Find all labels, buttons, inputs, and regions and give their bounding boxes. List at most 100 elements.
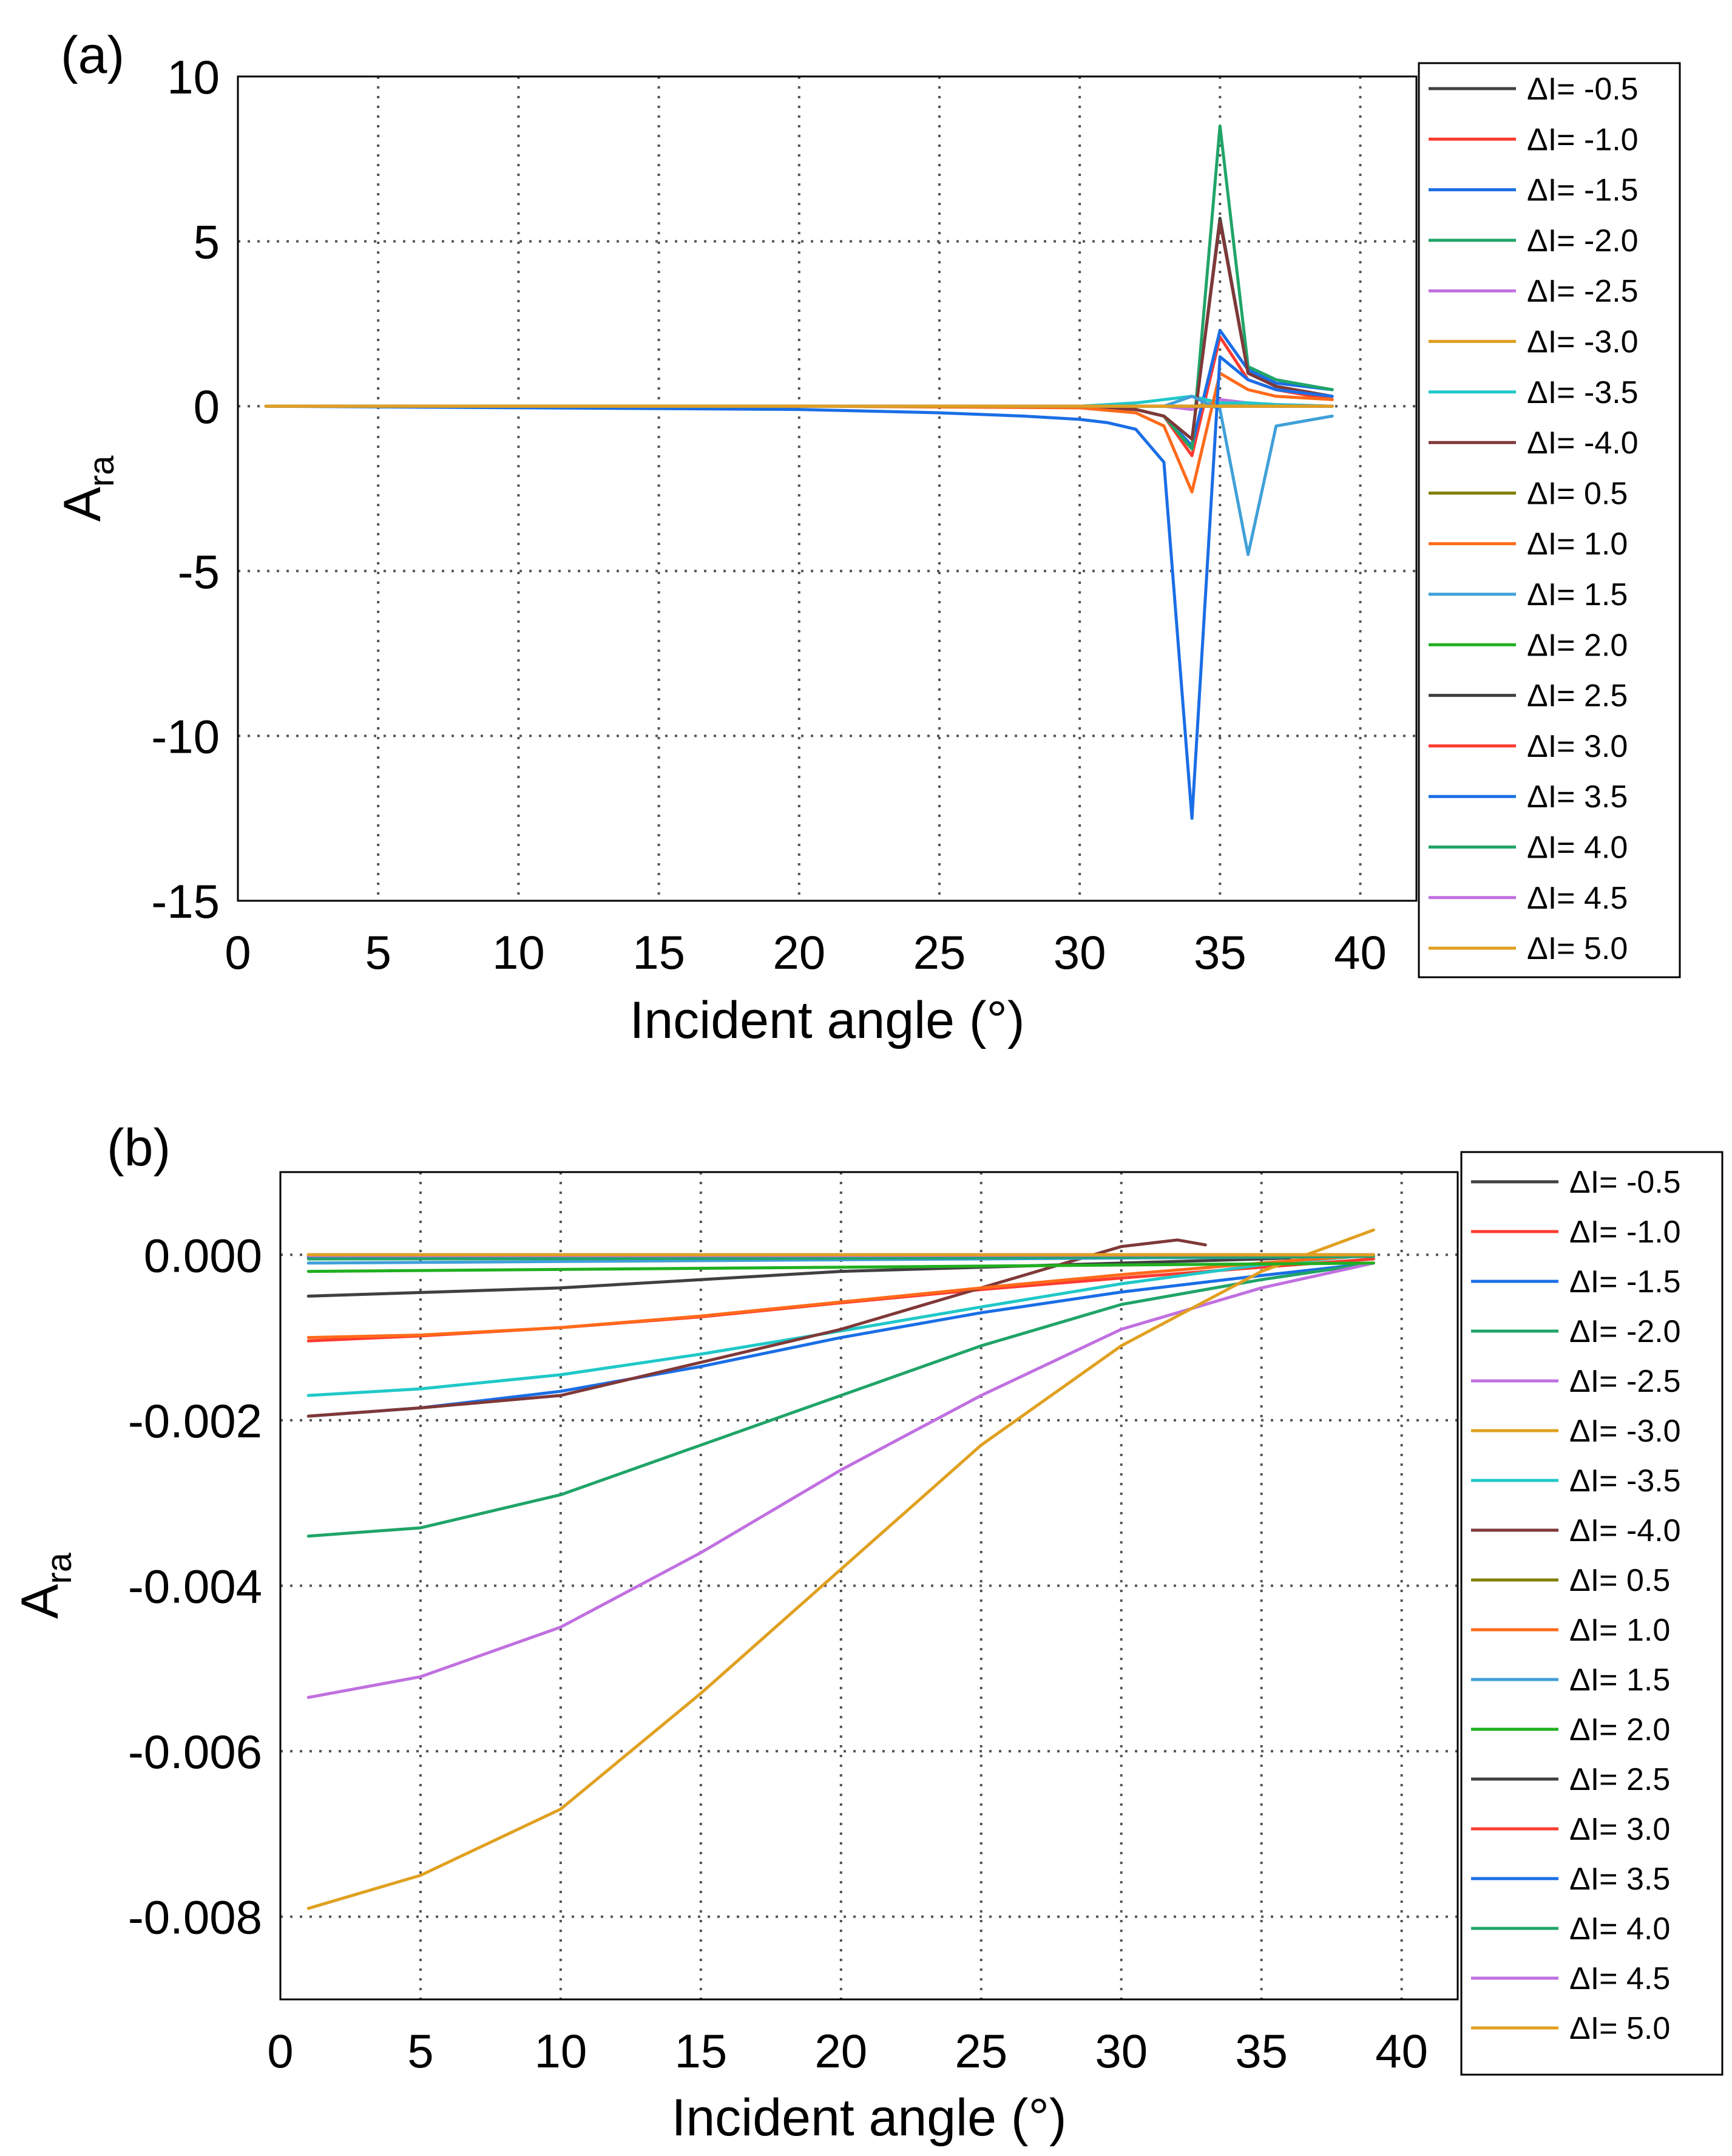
x-tick-label: 15 <box>632 926 685 979</box>
legend-entry: ΔI= -1.0 <box>1471 1215 1681 1250</box>
legend-entry: ΔI= -3.0 <box>1429 325 1639 360</box>
x-tick-label: 15 <box>674 2024 727 2078</box>
legend-entry: ΔI= -3.5 <box>1429 375 1639 410</box>
legend-entry: ΔI= 2.5 <box>1429 679 1628 714</box>
legend-entry: ΔI= 1.5 <box>1429 577 1628 612</box>
y-axis-title-subscript: ra <box>39 1552 79 1584</box>
legend-entry: ΔI= 4.0 <box>1429 830 1628 866</box>
x-tick-label: 5 <box>407 2024 433 2078</box>
legend-label: ΔI= -2.5 <box>1569 1364 1681 1399</box>
series-line <box>306 1255 1375 1261</box>
x-tick-label: 35 <box>1235 2024 1288 2078</box>
legend-label: ΔI= 3.0 <box>1569 1812 1670 1847</box>
legend-label: ΔI= -1.5 <box>1569 1264 1681 1300</box>
legend-entry: ΔI= 0.5 <box>1429 476 1628 511</box>
legend-label: ΔI= 4.0 <box>1569 1911 1670 1947</box>
legend-label: ΔI= 1.0 <box>1569 1613 1670 1648</box>
legend: ΔI= -0.5 ΔI= -1.0 ΔI= -1.5 ΔI= -2.0 ΔI= -2.5… <box>1460 1151 1724 2076</box>
legend-entry: ΔI= -0.5 <box>1471 1165 1681 1200</box>
legend-label: ΔI= -3.5 <box>1527 375 1639 410</box>
legend-label: ΔI= -2.5 <box>1527 274 1639 309</box>
legend-label: ΔI= -0.5 <box>1569 1165 1681 1200</box>
panel-label: (b) <box>107 1119 171 1177</box>
legend-entry: ΔI= 5.0 <box>1429 931 1628 966</box>
series-line <box>306 1261 1375 1699</box>
x-tick-label: 20 <box>773 926 825 979</box>
legend: ΔI= -0.5 ΔI= -1.0 ΔI= -1.5 ΔI= -2.0 ΔI= -2.5… <box>1418 62 1681 978</box>
series-line <box>306 1261 1375 1538</box>
legend-label: ΔI= -3.5 <box>1569 1463 1681 1499</box>
legend-label: ΔI= 2.5 <box>1527 679 1628 714</box>
series-line <box>306 1261 1375 1273</box>
legend-label: ΔI= 0.5 <box>1569 1563 1670 1598</box>
panel-b: 0 5 10 15 20 25 30 35 40 0.000 -0.002 -0.004 -0.006 -… <box>11 1119 1724 2147</box>
legend-entry: ΔI= 3.0 <box>1471 1812 1670 1847</box>
series-line <box>306 1253 1375 1340</box>
legend-label: ΔI= 4.5 <box>1527 881 1628 916</box>
legend-entry: ΔI= 5.0 <box>1471 2011 1670 2046</box>
x-tick-label: 25 <box>913 926 966 979</box>
legend-label: ΔI= 1.0 <box>1527 527 1628 562</box>
legend-box <box>1418 62 1681 978</box>
x-tick-label: 25 <box>955 2024 1007 2078</box>
legend-entry: ΔI= -3.0 <box>1471 1414 1681 1449</box>
y-axis-title-subscript: ra <box>82 455 121 487</box>
series-line <box>306 1228 1375 1910</box>
grid <box>238 76 1416 901</box>
y-tick-label: -10 <box>151 710 220 763</box>
y-tick-label: -0.006 <box>128 1725 262 1778</box>
legend-entry: ΔI= -1.5 <box>1471 1264 1681 1300</box>
legend-label: ΔI= -2.0 <box>1527 223 1639 259</box>
legend-box <box>1460 1151 1724 2076</box>
x-axis-title: Incident angle (°) <box>671 2089 1066 2147</box>
x-tick-label: 0 <box>225 926 251 979</box>
legend-entry: ΔI= -1.0 <box>1429 122 1639 157</box>
legend-label: ΔI= -1.5 <box>1527 173 1639 208</box>
legend-label: ΔI= 4.0 <box>1527 830 1628 866</box>
x-tick-label: 35 <box>1194 926 1247 979</box>
x-tick-label: 30 <box>1095 2024 1148 2078</box>
legend-label: ΔI= 5.0 <box>1527 931 1628 966</box>
legend-label: ΔI= 5.0 <box>1569 2011 1670 2046</box>
y-tick-label: 10 <box>167 50 220 104</box>
legend-label: ΔI= 4.5 <box>1569 1961 1670 1996</box>
legend-entry: ΔI= 4.0 <box>1471 1911 1670 1947</box>
legend-label: ΔI= -1.0 <box>1527 122 1639 157</box>
legend-entry: ΔI= -1.5 <box>1429 173 1639 208</box>
legend-label: ΔI= 0.5 <box>1527 476 1628 511</box>
x-tick-label: 20 <box>814 2024 867 2078</box>
y-tick-label: -15 <box>151 875 220 928</box>
legend-label: ΔI= -2.0 <box>1569 1314 1681 1349</box>
legend-label: ΔI= -0.5 <box>1527 72 1639 107</box>
y-tick-label: 5 <box>194 215 220 269</box>
legend-entry: ΔI= 2.0 <box>1471 1712 1670 1748</box>
panel-a: 0 5 10 15 20 25 30 35 40 10 5 0 -5 -10 -15 Incident ang… <box>53 26 1681 1049</box>
legend-entry: ΔI= 3.5 <box>1471 1862 1670 1897</box>
legend-label: ΔI= 2.0 <box>1527 628 1628 663</box>
grid <box>280 1172 1458 1999</box>
x-tick-label: 40 <box>1375 2024 1428 2078</box>
series-line <box>264 355 1334 820</box>
y-tick-label: -5 <box>178 545 220 598</box>
legend-label: ΔI= 3.0 <box>1527 729 1628 764</box>
legend-entry: ΔI= 2.5 <box>1471 1762 1670 1797</box>
series-group <box>264 124 1334 820</box>
legend-label: ΔI= -4.0 <box>1527 425 1639 461</box>
x-tick-label: 30 <box>1054 926 1106 979</box>
x-tick-label: 40 <box>1334 926 1387 979</box>
legend-label: ΔI= -4.0 <box>1569 1513 1681 1548</box>
legend-entry: ΔI= -4.0 <box>1471 1513 1681 1548</box>
legend-entry: ΔI= -2.0 <box>1429 223 1639 259</box>
y-axis-title-main: A <box>53 486 112 521</box>
x-tick-label: 10 <box>492 926 545 979</box>
legend-label: ΔI= 2.0 <box>1569 1712 1670 1748</box>
y-tick-label: -0.008 <box>128 1891 262 1944</box>
legend-entry: ΔI= -4.0 <box>1429 425 1639 461</box>
legend-label: ΔI= 1.5 <box>1569 1663 1670 1698</box>
series-group <box>306 1228 1375 1910</box>
legend-entry: ΔI= 3.5 <box>1429 779 1628 815</box>
legend-label: ΔI= 2.5 <box>1569 1762 1670 1797</box>
legend-entry: ΔI= 0.5 <box>1471 1563 1670 1598</box>
legend-entry: ΔI= -2.0 <box>1471 1314 1681 1349</box>
